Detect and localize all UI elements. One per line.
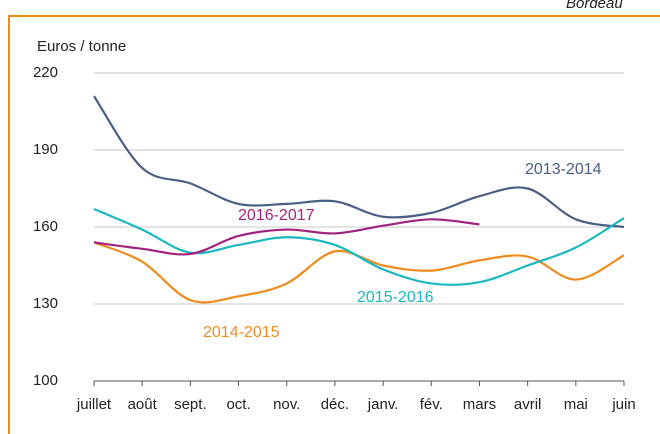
x-tick-label: janv. xyxy=(367,396,399,413)
x-tick-label: nov. xyxy=(273,396,300,413)
x-tick-label: juin xyxy=(611,396,635,413)
y-tick-label: 160 xyxy=(33,218,58,235)
x-tick-label: sept. xyxy=(174,396,207,413)
y-tick-label: 190 xyxy=(33,141,58,158)
x-tick-label: août xyxy=(128,396,158,413)
x-tick-label: déc. xyxy=(321,396,349,413)
x-tick-label: fév. xyxy=(420,396,443,413)
x-tick-label: juillet xyxy=(76,396,112,413)
y-tick-label: 220 xyxy=(33,64,58,81)
x-tick-label: oct. xyxy=(226,396,250,413)
series-label: 2016-2017 xyxy=(238,207,315,224)
x-tick-label: mai xyxy=(564,396,588,413)
series-line xyxy=(93,95,625,229)
series-label: 2014-2015 xyxy=(203,324,280,341)
series-label: 2013-2014 xyxy=(525,161,602,178)
x-tick-label: mars xyxy=(463,396,496,413)
series-line xyxy=(93,208,625,286)
series-label: 2015-2016 xyxy=(357,289,434,306)
y-tick-label: 130 xyxy=(33,295,58,312)
corner-text: Bordeau xyxy=(566,0,623,12)
y-tick-label: 100 xyxy=(33,372,58,389)
x-tick-label: avril xyxy=(514,396,542,413)
series-line xyxy=(93,218,480,256)
y-axis-label: Euros / tonne xyxy=(37,38,126,55)
